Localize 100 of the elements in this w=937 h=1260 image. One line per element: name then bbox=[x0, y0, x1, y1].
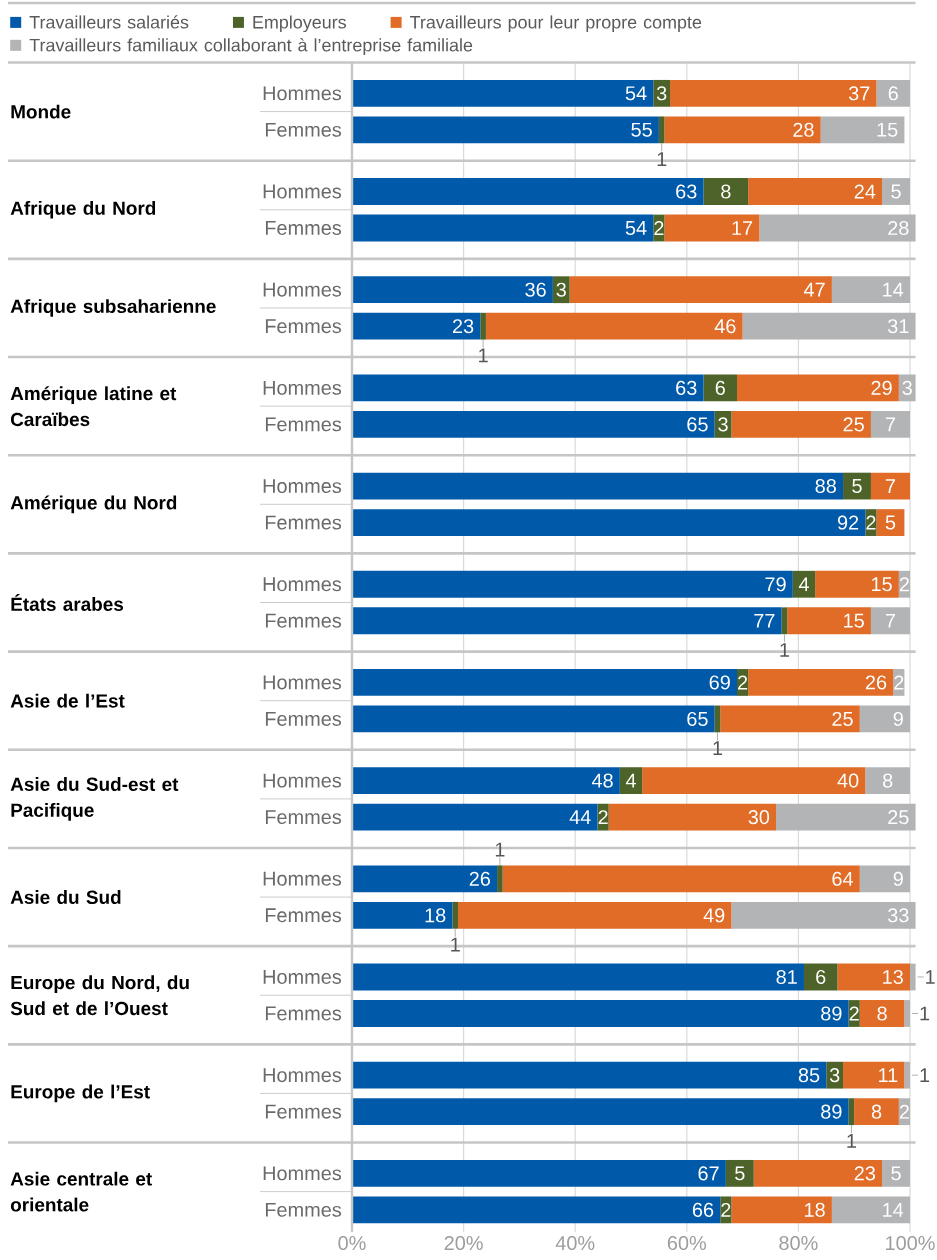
data-label: 65 bbox=[687, 417, 708, 432]
y-tick-label: Femmes bbox=[265, 122, 342, 137]
data-label: 92 bbox=[837, 515, 859, 530]
text: Asie centrale et orientale bbox=[10, 1171, 152, 1212]
data-label: 13 bbox=[883, 969, 903, 985]
data-label: 5 bbox=[735, 1166, 745, 1181]
data-label: 77 bbox=[754, 613, 775, 628]
data-label: 1 bbox=[495, 842, 505, 857]
data-label: 1 bbox=[926, 970, 935, 984]
data-label: 7 bbox=[885, 479, 896, 493]
text: Monde bbox=[11, 104, 71, 119]
y-tick-label: Hommes bbox=[263, 577, 342, 592]
y-tick-label: Femmes bbox=[265, 908, 342, 923]
data-label: 2 bbox=[866, 515, 876, 530]
y-tick-label: Hommes bbox=[263, 871, 342, 886]
data-label: 2 bbox=[721, 1202, 731, 1217]
data-label: 44 bbox=[569, 810, 591, 824]
y-tick-label: Femmes bbox=[265, 417, 342, 432]
text: Afrique subsaharienne bbox=[10, 299, 216, 317]
data-label: 2 bbox=[598, 810, 608, 825]
data-label: 23 bbox=[854, 1166, 876, 1181]
data-label: 69 bbox=[709, 675, 730, 690]
y-tick-label: Hommes bbox=[263, 1068, 342, 1083]
data-label: 3 bbox=[718, 417, 728, 432]
y-tick-label: Femmes bbox=[265, 1202, 342, 1217]
data-label: 37 bbox=[848, 86, 870, 101]
data-label: 2 bbox=[654, 221, 664, 235]
x-tick-label: 20% bbox=[444, 1235, 483, 1251]
data-label: 67 bbox=[698, 1166, 719, 1181]
data-label: 63 bbox=[676, 380, 697, 395]
data-label: 15 bbox=[877, 122, 898, 137]
legend-label: Travailleurs pour leur propre compte bbox=[410, 15, 702, 33]
data-label: 29 bbox=[871, 380, 892, 395]
data-label: 28 bbox=[888, 220, 909, 236]
data-label: 1 bbox=[479, 348, 488, 363]
data-label: 14 bbox=[883, 282, 904, 297]
data-label: 46 bbox=[714, 319, 736, 334]
y-tick-label: Hommes bbox=[263, 282, 342, 297]
text: Amérique du Nord bbox=[10, 495, 177, 514]
data-label: 14 bbox=[883, 1203, 904, 1217]
data-label: 11 bbox=[879, 1068, 898, 1083]
y-tick-label: Femmes bbox=[265, 515, 342, 530]
y-tick-label: Hommes bbox=[263, 380, 342, 395]
data-label: 31 bbox=[887, 319, 909, 334]
data-label: 8 bbox=[877, 1006, 887, 1021]
data-label: 81 bbox=[776, 969, 797, 985]
data-label: 54 bbox=[625, 86, 647, 101]
y-tick-label: Femmes bbox=[265, 1104, 342, 1119]
data-label: 2 bbox=[899, 1104, 909, 1119]
data-label: 2 bbox=[738, 675, 748, 690]
text: Amérique latine et Caraïbes bbox=[10, 386, 177, 427]
data-label: 6 bbox=[715, 380, 725, 395]
data-label: 2 bbox=[894, 675, 904, 690]
y-tick-label: Femmes bbox=[265, 319, 342, 334]
data-label: 85 bbox=[798, 1068, 820, 1083]
data-label: 5 bbox=[885, 515, 896, 530]
legend-label: Travailleurs salariés bbox=[29, 15, 189, 29]
data-label: 7 bbox=[885, 613, 896, 628]
data-label: 9 bbox=[893, 871, 903, 886]
x-tick-label: 100% bbox=[886, 1235, 935, 1251]
data-label: 4 bbox=[798, 577, 809, 592]
data-label: 18 bbox=[425, 908, 446, 923]
data-label: 17 bbox=[732, 221, 753, 235]
data-label: 5 bbox=[891, 184, 901, 199]
data-label: 5 bbox=[852, 479, 862, 494]
y-tick-label: Femmes bbox=[265, 613, 342, 628]
data-label: 7 bbox=[885, 417, 896, 432]
data-label: 36 bbox=[525, 282, 546, 297]
data-label: 3 bbox=[829, 1068, 840, 1083]
y-tick-label: Hommes bbox=[263, 970, 342, 984]
data-label: 25 bbox=[832, 711, 853, 726]
text: Asie du Sud-est et Pacifique bbox=[10, 777, 179, 821]
data-label: 5 bbox=[891, 1166, 901, 1181]
legend-label: Travailleurs familiaux collaborant à l’entreprise familiale bbox=[29, 38, 473, 56]
data-label: 6 bbox=[888, 86, 898, 101]
data-label: 54 bbox=[625, 221, 647, 235]
data-label: 3 bbox=[556, 282, 566, 297]
data-label: 18 bbox=[805, 1202, 825, 1217]
data-label: 64 bbox=[832, 871, 853, 886]
data-label: 55 bbox=[631, 122, 652, 137]
data-label: 4 bbox=[625, 773, 636, 788]
data-label: 1 bbox=[657, 152, 667, 166]
data-label: 25 bbox=[843, 417, 864, 432]
y-tick-label: Hommes bbox=[263, 479, 342, 494]
data-label: 25 bbox=[888, 810, 909, 825]
data-label: 8 bbox=[871, 1104, 882, 1119]
data-label: 89 bbox=[821, 1006, 842, 1021]
y-tick-label: Hommes bbox=[263, 184, 342, 199]
text: États arabes bbox=[11, 594, 124, 611]
data-label: 15 bbox=[844, 613, 864, 628]
data-label: 15 bbox=[872, 577, 892, 592]
x-tick-label: 60% bbox=[667, 1235, 707, 1251]
data-label: 40 bbox=[837, 773, 859, 788]
y-tick-label: Hommes bbox=[263, 86, 342, 101]
data-label: 88 bbox=[815, 479, 836, 494]
y-tick-label: Femmes bbox=[265, 221, 342, 235]
data-label: 1 bbox=[920, 1068, 930, 1083]
data-label: 49 bbox=[703, 908, 725, 923]
data-label: 48 bbox=[591, 773, 613, 788]
data-label: 3 bbox=[656, 86, 667, 101]
